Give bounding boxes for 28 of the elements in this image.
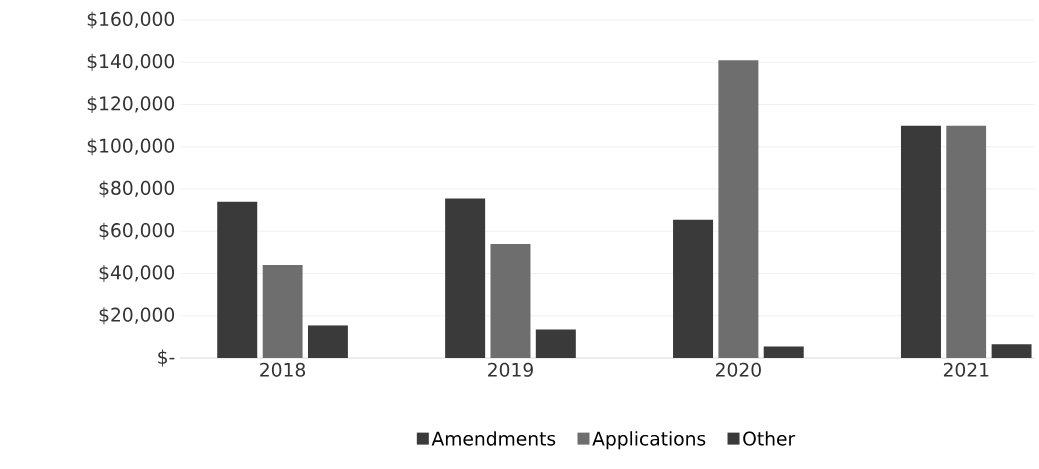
bar [217,201,258,358]
x-tick-label: 2020 [716,362,761,377]
x-tick-label: 2019 [488,362,533,377]
bar [946,125,987,358]
legend-label: Amendments [431,431,556,446]
bar [718,60,759,358]
bar [991,344,1032,358]
legend-label: Applications [592,431,706,450]
y-tick-label: $40,000 [99,265,175,282]
bar [262,265,303,358]
x-tick-label: 2021 [943,362,989,377]
bar [673,219,714,358]
y-tick-label: $20,000 [99,307,175,325]
legend-label: Other [743,431,796,446]
x-tick-label: 2018 [260,362,306,377]
bar [307,325,348,358]
y-tick-label: $60,000 [99,222,175,240]
y-tick-label: $100,000 [87,138,175,156]
y-tick-label: $80,000 [99,180,175,198]
y-tick-label: $- [158,349,175,367]
bar [535,329,576,358]
bar [490,243,531,358]
bar [900,125,941,358]
bar [763,346,804,358]
y-tick-label: $120,000 [87,96,175,113]
y-tick-label: $160,000 [87,11,175,29]
bar [445,198,486,358]
y-tick-label: $140,000 [87,53,175,71]
